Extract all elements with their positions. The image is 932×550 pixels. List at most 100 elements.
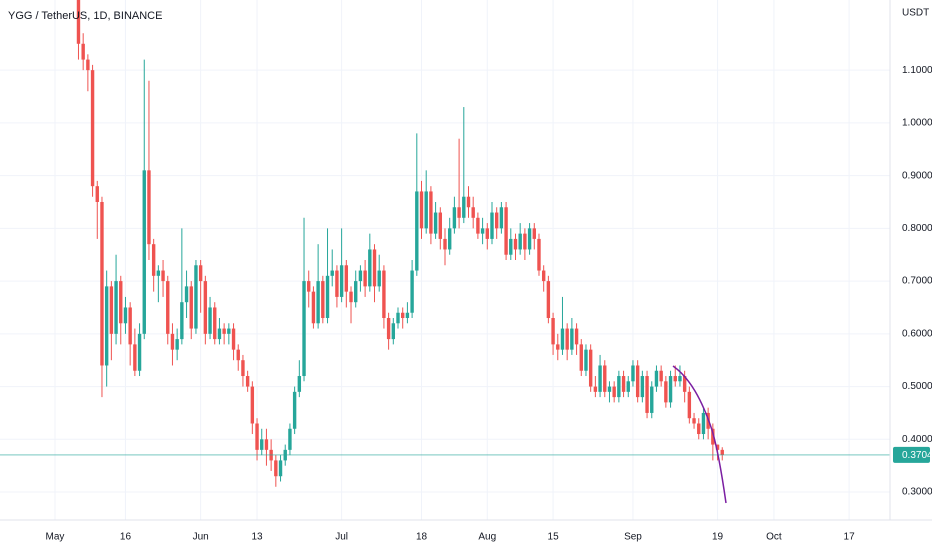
candle-body bbox=[137, 333, 142, 371]
y-tick-label: 0.3000 bbox=[902, 487, 932, 498]
candle-body bbox=[213, 307, 217, 340]
candle-body bbox=[278, 460, 283, 477]
candle-body bbox=[325, 275, 330, 319]
candle-body bbox=[532, 228, 536, 239]
candle-body bbox=[480, 228, 485, 234]
candle-body bbox=[382, 270, 386, 319]
x-tick-label: Sep bbox=[624, 532, 642, 543]
candle-body bbox=[156, 270, 161, 276]
currency-label: USDT bbox=[902, 8, 929, 19]
candle-body bbox=[297, 376, 302, 392]
candle-body bbox=[354, 281, 358, 303]
x-tick-label: 13 bbox=[251, 532, 263, 543]
candles bbox=[0, 0, 890, 487]
axes: 0.3000 0.4000 0.5000 0.6000 0.7000 0.8000 0.90… bbox=[46, 65, 932, 543]
candle-body bbox=[494, 212, 499, 229]
chart-title: YGG / TetherUS, 1D, BINANCE bbox=[8, 10, 162, 22]
candle-body bbox=[410, 270, 414, 313]
candle-body bbox=[476, 217, 480, 234]
candle-body bbox=[551, 318, 555, 345]
x-tick-label: Oct bbox=[766, 532, 782, 543]
candle-body bbox=[645, 376, 649, 413]
x-tick-label: Jun bbox=[193, 532, 209, 543]
candle-body bbox=[438, 212, 443, 239]
candle-body bbox=[396, 312, 400, 324]
candle-body bbox=[523, 233, 527, 250]
candle-body bbox=[175, 339, 179, 350]
candle-body bbox=[358, 270, 363, 282]
candle-body bbox=[664, 381, 668, 403]
candle-body bbox=[161, 270, 165, 282]
candle-body bbox=[654, 370, 659, 387]
candle-body bbox=[424, 191, 428, 229]
candle-body bbox=[579, 344, 583, 371]
candle-body bbox=[250, 386, 255, 424]
candle-body bbox=[133, 344, 137, 371]
candle-body bbox=[321, 281, 325, 319]
candle-body bbox=[598, 365, 602, 392]
candle-body bbox=[612, 386, 616, 398]
candle-body bbox=[682, 376, 687, 392]
candle-body bbox=[433, 212, 438, 234]
candle-body bbox=[443, 238, 447, 250]
candle-body bbox=[222, 328, 226, 334]
candle-body bbox=[104, 286, 109, 366]
candle-body bbox=[466, 196, 471, 208]
candle-body bbox=[513, 238, 518, 250]
candle-body bbox=[537, 238, 541, 271]
candle-body bbox=[640, 376, 645, 398]
last-price-label: 0.3704 bbox=[902, 450, 932, 461]
y-tick-label: 1.1000 bbox=[902, 65, 932, 76]
candle-body bbox=[166, 281, 170, 334]
x-tick-label: Jul bbox=[335, 532, 348, 543]
candle-body bbox=[405, 312, 410, 319]
candle-body bbox=[189, 286, 193, 329]
candle-body bbox=[231, 328, 236, 350]
last-price-badge bbox=[893, 446, 930, 463]
candle-body bbox=[607, 386, 612, 392]
candle-body bbox=[584, 349, 588, 371]
candle-body bbox=[90, 70, 95, 187]
candle-body bbox=[527, 228, 532, 250]
candle-body bbox=[546, 281, 551, 319]
candle-body bbox=[274, 460, 278, 477]
candle-body bbox=[720, 449, 724, 455]
y-tick-label: 0.4000 bbox=[902, 434, 932, 445]
y-tick-label: 0.8000 bbox=[902, 223, 932, 234]
candle-body bbox=[349, 291, 353, 303]
candle-body bbox=[692, 418, 696, 424]
candle-body bbox=[715, 444, 720, 450]
candle-body bbox=[316, 281, 320, 324]
y-tick-label: 0.6000 bbox=[902, 328, 932, 339]
candle-body bbox=[339, 265, 344, 297]
candle-body bbox=[678, 376, 682, 382]
candle-body bbox=[447, 228, 452, 250]
candle-body bbox=[114, 281, 118, 334]
candle-body bbox=[541, 270, 546, 282]
candle-body bbox=[255, 423, 259, 450]
candle-body bbox=[217, 328, 222, 340]
candle-body bbox=[659, 370, 663, 382]
x-tick-label: 19 bbox=[712, 532, 724, 543]
candle-body bbox=[76, 0, 81, 44]
candle-body bbox=[631, 365, 635, 382]
candle-body bbox=[311, 291, 316, 324]
candle-body bbox=[570, 328, 574, 350]
candle-body bbox=[180, 302, 184, 340]
candle-body bbox=[151, 244, 156, 276]
candle-body bbox=[241, 360, 245, 377]
candle-body bbox=[344, 265, 349, 292]
candle-body bbox=[504, 207, 508, 255]
candle-body bbox=[203, 281, 208, 334]
candle-body bbox=[227, 328, 231, 334]
candle-body bbox=[565, 328, 569, 350]
candle-body bbox=[95, 186, 99, 202]
y-tick-label: 0.5000 bbox=[902, 381, 932, 392]
candle-body bbox=[452, 207, 457, 229]
candle-body bbox=[429, 191, 433, 234]
drawn-trend-line bbox=[672, 365, 727, 504]
candle-body bbox=[518, 233, 522, 250]
candle-body bbox=[485, 228, 489, 239]
candle-body bbox=[419, 191, 424, 229]
